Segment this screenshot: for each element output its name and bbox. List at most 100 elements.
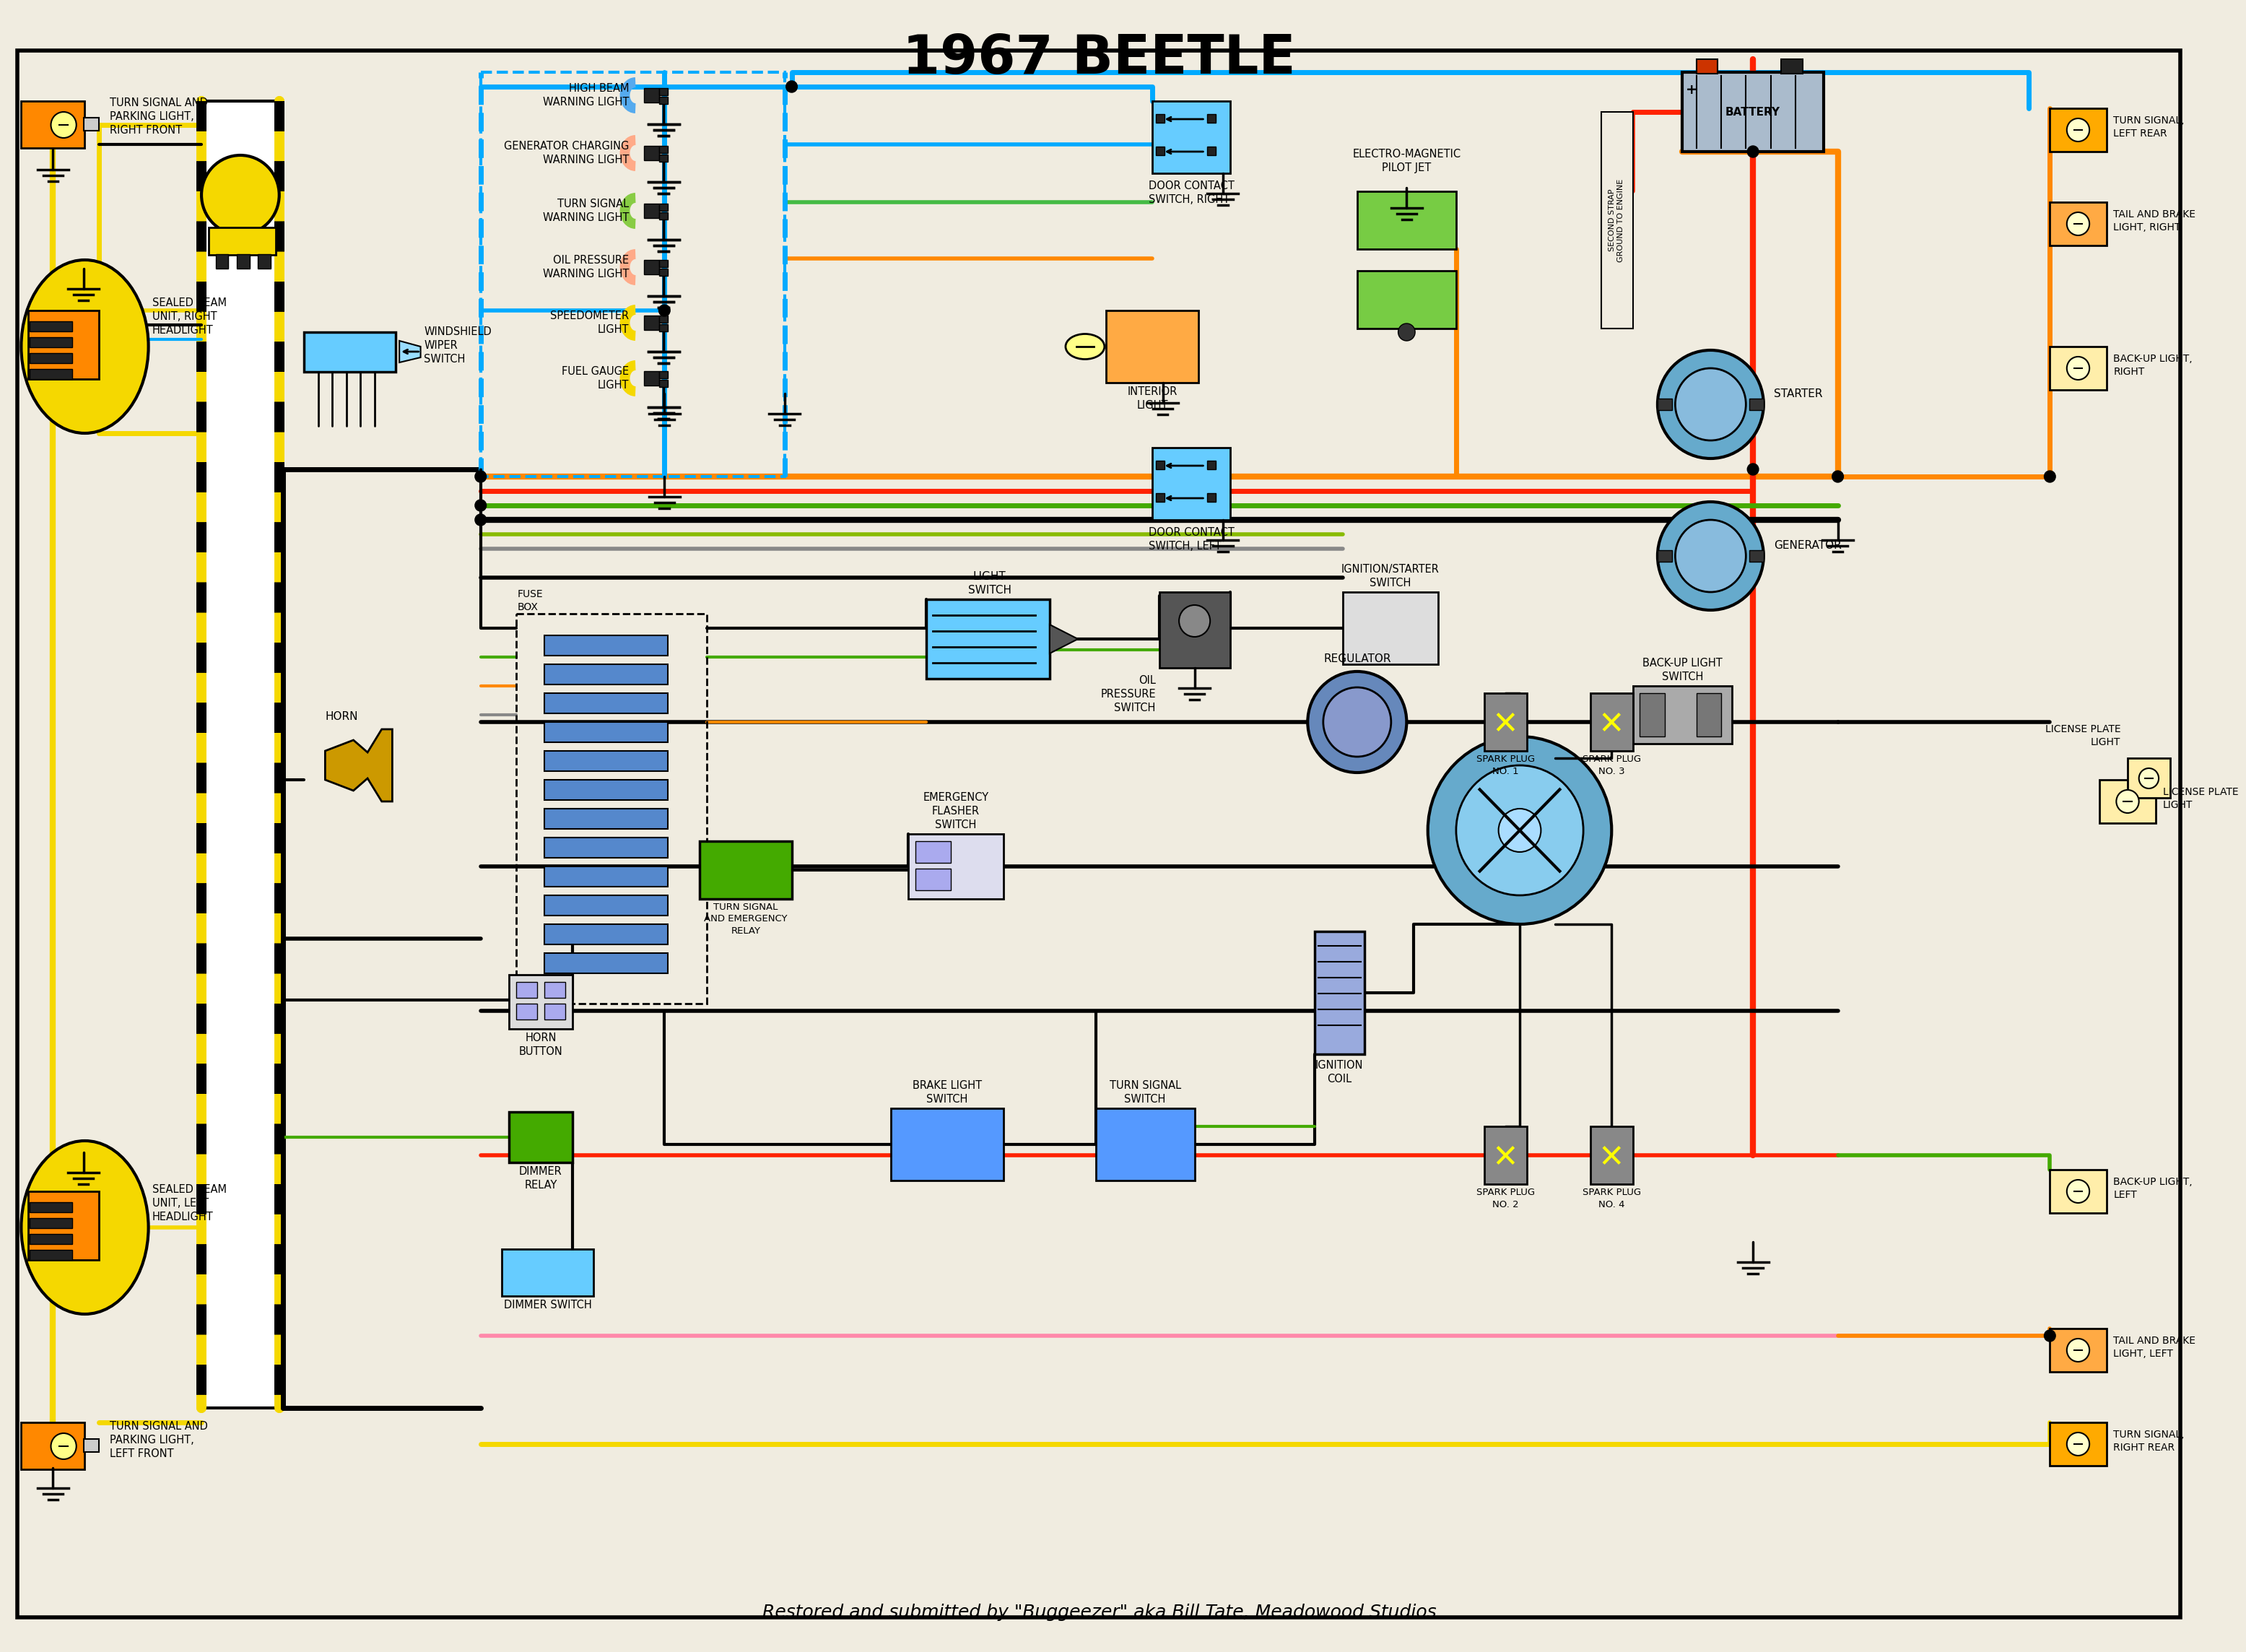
Bar	[1590, 1127, 1633, 1184]
Bar	[83, 117, 99, 131]
Bar	[2051, 347, 2107, 390]
Bar	[1696, 694, 1720, 737]
Bar	[481, 73, 784, 476]
Text: IGNITION
COIL: IGNITION COIL	[1316, 1061, 1363, 1085]
Circle shape	[2066, 1338, 2089, 1361]
Circle shape	[1747, 145, 1759, 157]
Bar	[660, 324, 667, 332]
Circle shape	[1498, 809, 1541, 852]
Text: BACK-UP LIGHT,
LEFT: BACK-UP LIGHT, LEFT	[2113, 1176, 2192, 1199]
Circle shape	[1455, 765, 1583, 895]
Bar	[925, 600, 1049, 679]
Text: HORN: HORN	[326, 712, 357, 722]
Text: +: +	[1687, 83, 1698, 97]
Bar	[1357, 271, 1455, 329]
Bar	[1208, 114, 1215, 122]
Bar	[1601, 112, 1633, 329]
Bar	[29, 1234, 72, 1244]
Bar	[29, 1218, 72, 1227]
Bar	[645, 316, 660, 330]
Text: FUEL GAUGE
LIGHT: FUEL GAUGE LIGHT	[562, 367, 629, 392]
Bar	[202, 101, 279, 1408]
Circle shape	[474, 499, 487, 510]
Bar	[200, 101, 204, 1408]
Circle shape	[786, 81, 797, 93]
Bar	[544, 722, 667, 742]
Text: DOOR CONTACT
SWITCH, RIGHT: DOOR CONTACT SWITCH, RIGHT	[1148, 180, 1235, 205]
Bar	[1157, 147, 1163, 155]
Circle shape	[1428, 737, 1613, 923]
Bar	[29, 311, 99, 378]
Text: TURN SIGNAL
WARNING LIGHT: TURN SIGNAL WARNING LIGHT	[544, 198, 629, 223]
Bar	[2051, 202, 2107, 246]
Text: TURN SIGNAL,
RIGHT REAR: TURN SIGNAL, RIGHT REAR	[2113, 1429, 2185, 1452]
Bar	[1343, 591, 1437, 664]
Bar	[2051, 109, 2107, 152]
Bar	[544, 809, 667, 829]
Bar	[1750, 550, 1763, 562]
Bar	[29, 1203, 72, 1213]
Bar	[29, 368, 72, 378]
Text: TURN SIGNAL,
LEFT REAR: TURN SIGNAL, LEFT REAR	[2113, 116, 2185, 139]
Circle shape	[2044, 471, 2055, 482]
Circle shape	[1833, 471, 1844, 482]
Text: DOOR CONTACT
SWITCH, LEFT: DOOR CONTACT SWITCH, LEFT	[1148, 527, 1235, 552]
Text: DIMMER
RELAY: DIMMER RELAY	[519, 1166, 562, 1191]
Bar	[660, 145, 667, 154]
Bar	[544, 636, 667, 656]
Bar	[209, 228, 276, 254]
Circle shape	[2066, 1180, 2089, 1203]
Bar	[645, 259, 660, 274]
Bar	[916, 869, 950, 890]
Bar	[660, 88, 667, 96]
Bar	[1485, 694, 1527, 752]
Circle shape	[1658, 350, 1763, 459]
Bar	[660, 380, 667, 387]
Bar	[660, 269, 667, 276]
Bar	[279, 101, 283, 1408]
Bar	[517, 981, 537, 998]
Bar	[660, 316, 667, 322]
Bar	[29, 337, 72, 347]
Bar	[1152, 101, 1231, 173]
Bar	[916, 841, 950, 862]
Bar	[29, 354, 72, 363]
Bar	[29, 1191, 99, 1260]
Text: INTERIOR
LIGHT: INTERIOR LIGHT	[1127, 387, 1177, 411]
Bar	[510, 1112, 573, 1163]
Circle shape	[474, 514, 487, 525]
Text: LIGHT
SWITCH: LIGHT SWITCH	[968, 572, 1011, 596]
Bar	[1485, 1127, 1527, 1184]
Bar	[1157, 494, 1163, 502]
Text: DIMMER SWITCH: DIMMER SWITCH	[503, 1300, 591, 1310]
Bar	[544, 838, 667, 857]
Ellipse shape	[1065, 334, 1105, 358]
Bar	[1152, 448, 1231, 520]
Bar	[544, 866, 667, 887]
Bar	[2100, 780, 2156, 823]
Text: HORN
BUTTON: HORN BUTTON	[519, 1032, 564, 1057]
Circle shape	[1747, 464, 1759, 476]
Text: WINDSHIELD
WIPER
SWITCH: WINDSHIELD WIPER SWITCH	[424, 327, 492, 365]
Bar	[645, 145, 660, 160]
Circle shape	[1676, 520, 1745, 591]
Circle shape	[1676, 368, 1745, 441]
Circle shape	[658, 304, 669, 316]
Bar	[501, 1249, 593, 1297]
Text: SECOND STRAP
GROUND TO ENGINE: SECOND STRAP GROUND TO ENGINE	[1608, 178, 1624, 261]
Bar	[2051, 1422, 2107, 1465]
Polygon shape	[1049, 624, 1078, 654]
Circle shape	[2138, 768, 2158, 788]
Bar	[20, 1422, 85, 1469]
Polygon shape	[400, 340, 420, 362]
Bar	[1107, 311, 1197, 383]
Text: GENERATOR: GENERATOR	[1774, 540, 1842, 550]
Circle shape	[52, 112, 76, 137]
Bar	[660, 155, 667, 162]
Bar	[544, 953, 667, 973]
Bar	[660, 211, 667, 220]
Bar	[544, 895, 667, 915]
Bar	[645, 203, 660, 218]
Bar	[544, 1004, 566, 1019]
Bar	[645, 88, 660, 102]
